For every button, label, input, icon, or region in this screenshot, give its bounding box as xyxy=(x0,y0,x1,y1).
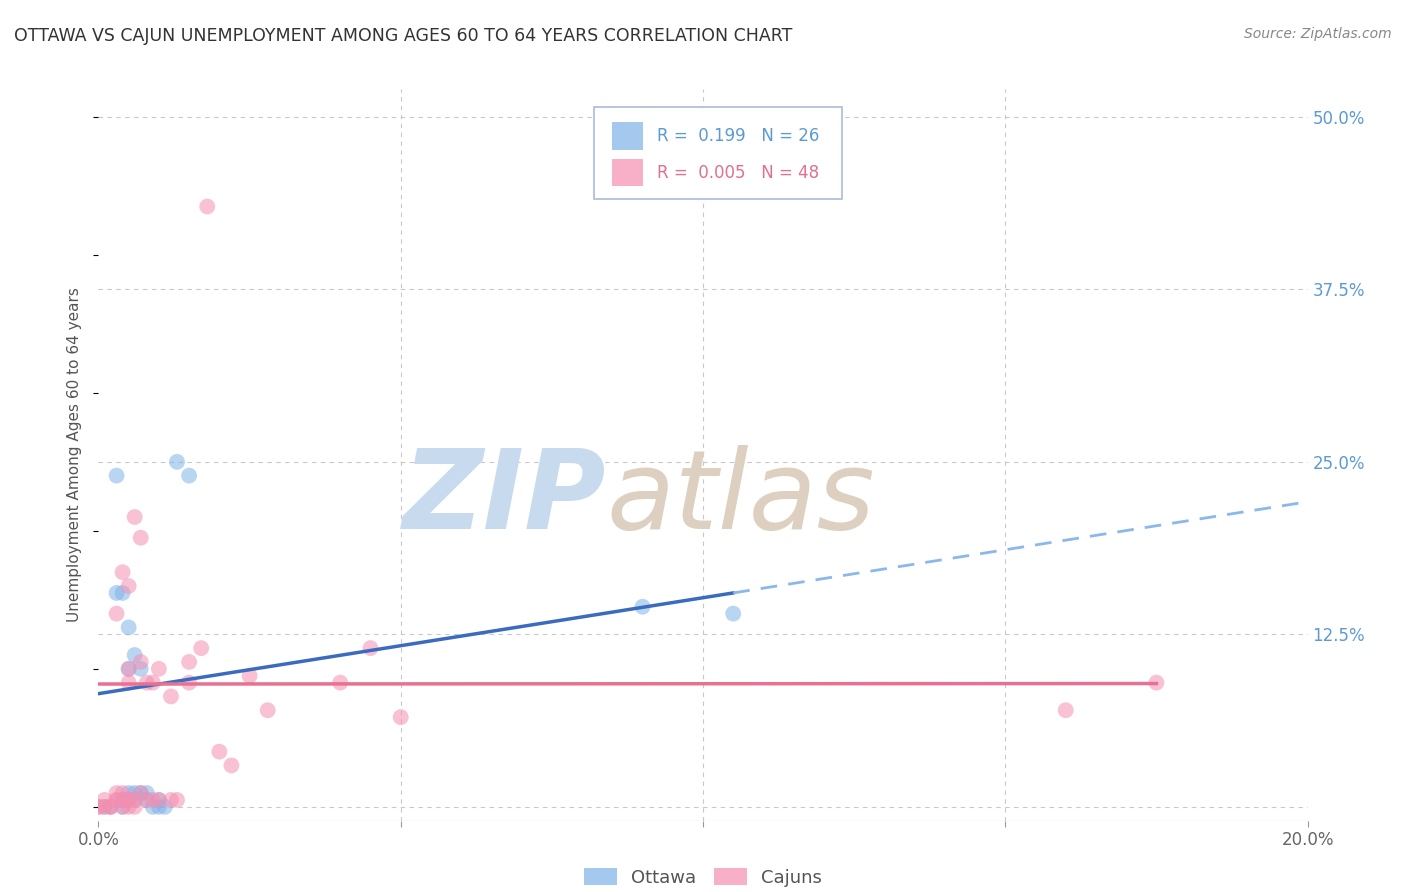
Point xyxy=(389,710,412,724)
Point xyxy=(93,800,115,814)
Point xyxy=(148,800,170,814)
Point xyxy=(142,793,165,807)
Point xyxy=(118,793,141,807)
Point xyxy=(179,655,201,669)
Point xyxy=(111,793,134,807)
Text: R =  0.199   N = 26: R = 0.199 N = 26 xyxy=(657,127,820,145)
Point xyxy=(129,655,152,669)
Point xyxy=(111,793,134,807)
Point xyxy=(124,800,146,814)
Bar xyxy=(613,159,643,186)
Text: atlas: atlas xyxy=(606,445,875,552)
Text: Source: ZipAtlas.com: Source: ZipAtlas.com xyxy=(1244,27,1392,41)
Point xyxy=(111,800,134,814)
Point xyxy=(360,641,382,656)
Point xyxy=(105,793,128,807)
Point xyxy=(135,675,157,690)
Point xyxy=(111,786,134,800)
Point xyxy=(135,793,157,807)
Point xyxy=(118,662,141,676)
Bar xyxy=(613,122,643,150)
Point xyxy=(129,662,152,676)
Point xyxy=(129,786,152,800)
Text: R =  0.005   N = 48: R = 0.005 N = 48 xyxy=(657,163,820,182)
Point xyxy=(239,669,262,683)
Point xyxy=(118,675,141,690)
Point xyxy=(118,793,141,807)
Point xyxy=(87,800,110,814)
Point xyxy=(179,468,201,483)
Point xyxy=(124,786,146,800)
Point xyxy=(160,793,183,807)
Point xyxy=(153,800,176,814)
Point xyxy=(100,800,122,814)
Y-axis label: Unemployment Among Ages 60 to 64 years: Unemployment Among Ages 60 to 64 years xyxy=(67,287,83,623)
Point xyxy=(160,690,183,704)
Text: OTTAWA VS CAJUN UNEMPLOYMENT AMONG AGES 60 TO 64 YEARS CORRELATION CHART: OTTAWA VS CAJUN UNEMPLOYMENT AMONG AGES … xyxy=(14,27,793,45)
Point xyxy=(118,793,141,807)
Point xyxy=(166,793,188,807)
Point xyxy=(631,599,654,614)
Point xyxy=(87,800,110,814)
Point xyxy=(105,786,128,800)
Point xyxy=(118,662,141,676)
Point xyxy=(93,793,115,807)
Point xyxy=(135,786,157,800)
Point xyxy=(148,793,170,807)
Point xyxy=(142,675,165,690)
Point xyxy=(1144,675,1167,690)
Point xyxy=(118,786,141,800)
Point xyxy=(124,510,146,524)
Point xyxy=(105,586,128,600)
Point xyxy=(221,758,243,772)
Point xyxy=(129,786,152,800)
Point xyxy=(179,675,201,690)
Point xyxy=(208,745,231,759)
Point xyxy=(118,620,141,634)
Point xyxy=(111,586,134,600)
Text: ZIP: ZIP xyxy=(402,445,606,552)
Point xyxy=(329,675,352,690)
Point xyxy=(148,793,170,807)
Point xyxy=(124,648,146,662)
Point xyxy=(135,793,157,807)
Point xyxy=(723,607,745,621)
Point xyxy=(142,800,165,814)
Point xyxy=(190,641,212,656)
Point xyxy=(111,800,134,814)
Point xyxy=(195,200,218,214)
Point xyxy=(129,531,152,545)
Point xyxy=(1054,703,1077,717)
Point xyxy=(118,579,141,593)
Point xyxy=(100,800,122,814)
Point xyxy=(105,607,128,621)
Point xyxy=(124,793,146,807)
Point xyxy=(105,468,128,483)
Point xyxy=(111,566,134,580)
Legend: Ottawa, Cajuns: Ottawa, Cajuns xyxy=(579,863,827,892)
Point xyxy=(93,800,115,814)
Point xyxy=(124,793,146,807)
Point xyxy=(166,455,188,469)
Point xyxy=(100,800,122,814)
Point xyxy=(105,793,128,807)
Point xyxy=(148,662,170,676)
Point xyxy=(256,703,278,717)
Point xyxy=(118,800,141,814)
FancyBboxPatch shape xyxy=(595,108,842,199)
